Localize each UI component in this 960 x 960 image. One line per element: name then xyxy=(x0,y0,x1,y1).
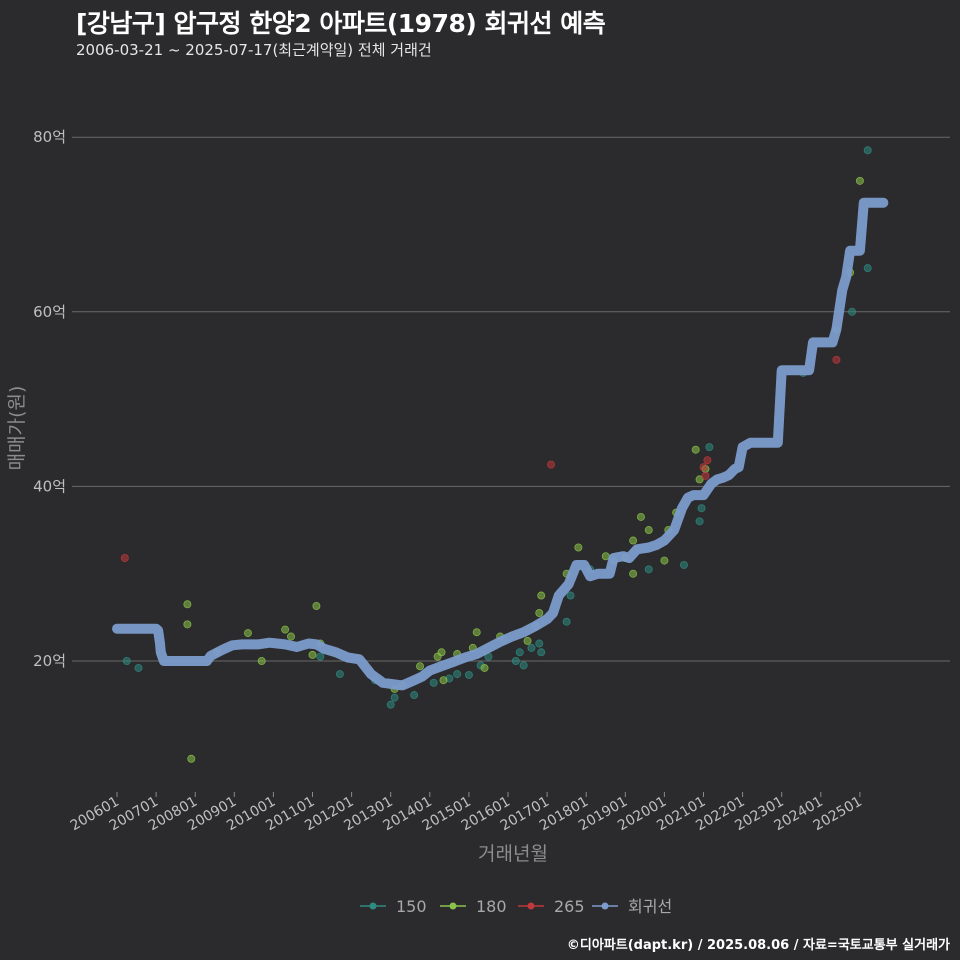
point-150 xyxy=(390,693,399,702)
regression-line-group xyxy=(112,197,889,691)
y-tick-label: 40억 xyxy=(33,477,66,495)
point-150 xyxy=(316,652,325,661)
point-180 xyxy=(243,629,252,638)
point-180 xyxy=(480,663,489,672)
point-265 xyxy=(120,553,129,562)
point-150 xyxy=(863,264,872,273)
point-180 xyxy=(439,676,448,685)
legend-marker-180 xyxy=(449,902,457,910)
point-150 xyxy=(464,670,473,679)
legend-marker-265 xyxy=(527,902,535,910)
point-150 xyxy=(562,617,571,626)
point-265 xyxy=(701,471,710,480)
x-axis-title: 거래년월 xyxy=(478,843,548,865)
legend-label-150: 150 xyxy=(396,897,427,916)
point-180 xyxy=(574,543,583,552)
point-180 xyxy=(523,636,532,645)
point-180 xyxy=(660,556,669,565)
point-180 xyxy=(286,632,295,641)
point-180 xyxy=(695,475,704,484)
point-265 xyxy=(703,456,712,465)
point-180 xyxy=(472,628,481,637)
point-150 xyxy=(122,657,131,666)
point-180 xyxy=(855,176,864,185)
point-150 xyxy=(566,591,575,600)
point-180 xyxy=(437,648,446,657)
point-150 xyxy=(386,700,395,709)
source-caption: ©디아파트(dapt.kr) / 2025.08.06 / 자료=국토교통부 실… xyxy=(566,938,950,953)
point-150 xyxy=(134,663,143,672)
point-180 xyxy=(535,608,544,617)
legend-label-회귀선: 회귀선 xyxy=(628,897,672,916)
legend: 150 180 265 회귀선 xyxy=(360,897,672,916)
legend-label-180: 180 xyxy=(476,897,507,916)
grid-lines xyxy=(72,136,950,797)
point-180 xyxy=(537,591,546,600)
point-180 xyxy=(308,650,317,659)
point-265 xyxy=(832,355,841,364)
data-points xyxy=(120,146,872,763)
point-180 xyxy=(636,512,645,521)
point-150 xyxy=(410,691,419,700)
point-180 xyxy=(629,569,638,578)
point-180 xyxy=(691,445,700,454)
y-tick-label: 60억 xyxy=(33,303,66,321)
legend-marker-회귀선 xyxy=(601,902,609,910)
point-150 xyxy=(695,517,704,526)
point-150 xyxy=(515,648,524,657)
chart-subtitle: 2006-03-21 ~ 2025-07-17(최근계약일) 전체 거래건 xyxy=(76,41,432,59)
point-180 xyxy=(312,602,321,611)
point-150 xyxy=(705,443,714,452)
y-axis-title: 매매가(원) xyxy=(6,386,28,471)
point-180 xyxy=(281,625,290,634)
point-150 xyxy=(519,661,528,670)
point-180 xyxy=(629,536,638,545)
point-180 xyxy=(183,620,192,629)
point-180 xyxy=(416,662,425,671)
legend-label-265: 265 xyxy=(554,897,585,916)
point-180 xyxy=(257,657,266,666)
y-axis-labels: 20억 40억 60억 80억 xyxy=(33,128,66,670)
point-180 xyxy=(644,526,653,535)
point-180 xyxy=(187,754,196,763)
point-150 xyxy=(335,670,344,679)
y-tick-label: 80억 xyxy=(33,128,66,146)
point-150 xyxy=(527,643,536,652)
y-tick-label: 20억 xyxy=(33,652,66,670)
legend-marker-150 xyxy=(369,902,377,910)
point-150 xyxy=(453,670,462,679)
point-265 xyxy=(699,463,708,472)
point-150 xyxy=(679,560,688,569)
point-265 xyxy=(547,460,556,469)
regression-line xyxy=(112,197,889,691)
point-150 xyxy=(644,565,653,574)
point-180 xyxy=(183,600,192,609)
point-150 xyxy=(863,146,872,155)
x-axis-labels: 2006012007012008012009012010012011012012… xyxy=(68,794,865,835)
point-150 xyxy=(848,307,857,316)
point-150 xyxy=(429,678,438,687)
point-150 xyxy=(537,648,546,657)
point-150 xyxy=(511,657,520,666)
point-150 xyxy=(535,639,544,648)
chart-title: [강남구] 압구정 한양2 아파트(1978) 회귀선 예측 xyxy=(76,9,606,38)
point-150 xyxy=(697,504,706,513)
